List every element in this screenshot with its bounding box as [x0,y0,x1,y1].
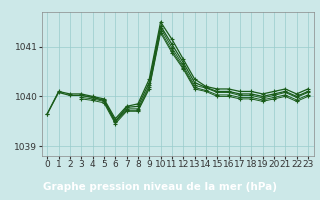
Text: Graphe pression niveau de la mer (hPa): Graphe pression niveau de la mer (hPa) [43,182,277,192]
